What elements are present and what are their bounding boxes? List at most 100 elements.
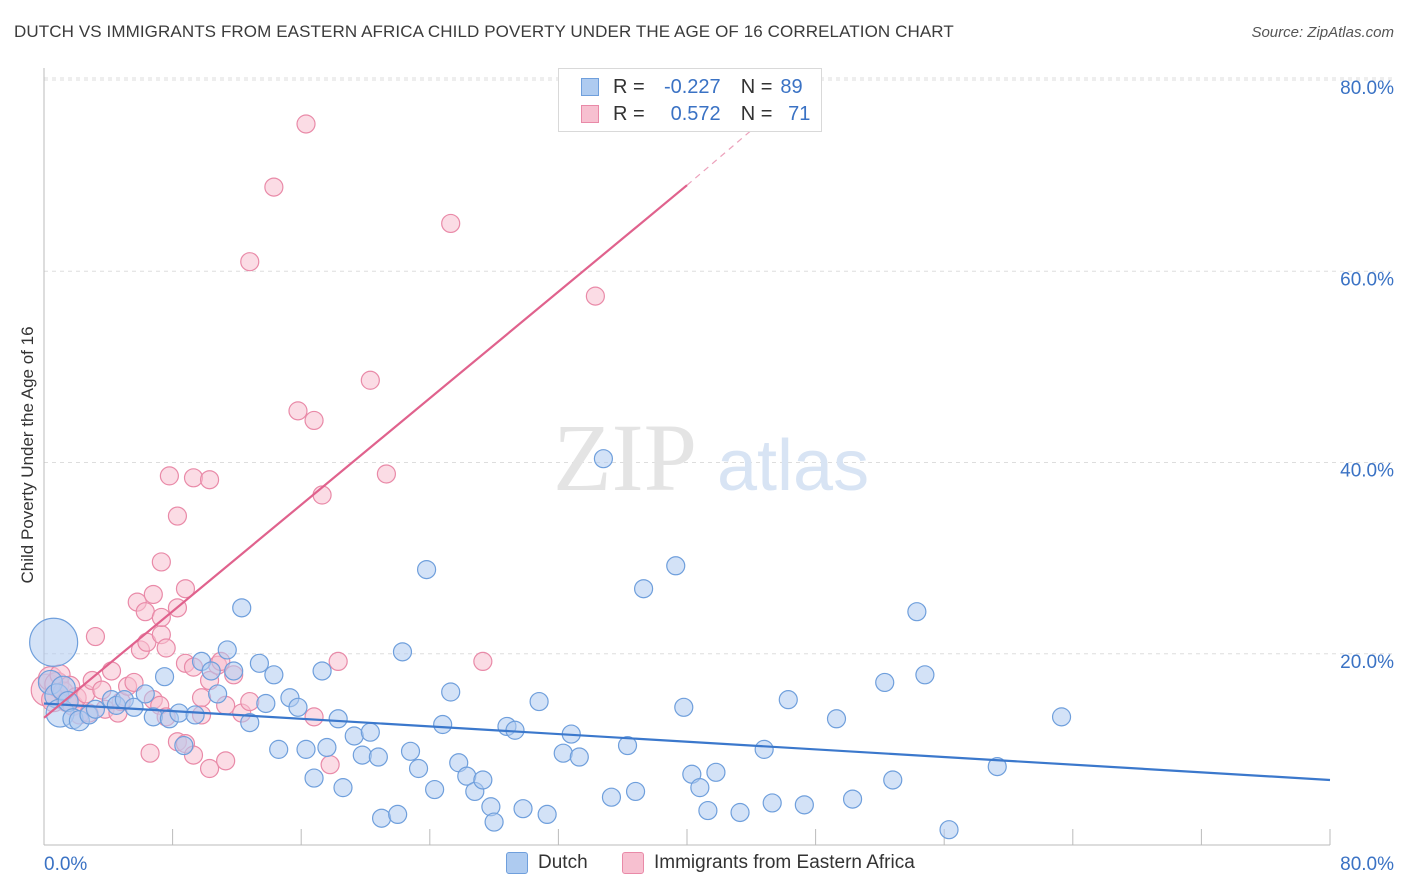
series-legend: Dutch Immigrants from Eastern Africa bbox=[0, 852, 1406, 878]
immigrants-point bbox=[156, 638, 176, 658]
immigrants-point bbox=[151, 607, 171, 628]
dutch-point bbox=[754, 739, 774, 759]
dutch-point bbox=[706, 762, 726, 782]
dutch-point bbox=[352, 745, 372, 765]
dutch-legend-icon bbox=[506, 852, 528, 874]
dutch-point bbox=[174, 735, 194, 756]
r-label: R = bbox=[613, 75, 645, 98]
immigrants-point bbox=[85, 626, 106, 647]
legend-row-immigrants: R = 0.572 N = 71 bbox=[581, 101, 810, 127]
dutch-point bbox=[915, 665, 935, 685]
dutch-point bbox=[368, 747, 388, 767]
dutch-point bbox=[201, 661, 221, 681]
legend-label-dutch: Dutch bbox=[538, 852, 588, 873]
immigrants-swatch-icon bbox=[581, 105, 599, 123]
dutch-point bbox=[625, 781, 646, 802]
immigrants-point bbox=[360, 370, 380, 390]
dutch-point bbox=[529, 691, 549, 712]
y-tick-label: 60.0% bbox=[1340, 269, 1394, 290]
immigrants-point bbox=[140, 743, 160, 763]
dutch-point bbox=[249, 653, 270, 673]
dutch-point bbox=[312, 661, 332, 681]
dutch-point bbox=[826, 709, 847, 729]
dutch-point bbox=[617, 735, 638, 756]
immigrants-point bbox=[288, 401, 308, 421]
dutch-point bbox=[304, 768, 324, 788]
dutch-point bbox=[317, 737, 337, 758]
immigrants-point bbox=[183, 468, 204, 488]
dutch-point bbox=[883, 770, 903, 790]
dutch-point bbox=[484, 812, 504, 832]
immigrants-point bbox=[441, 213, 461, 234]
immigrants-point bbox=[304, 410, 324, 431]
immigrants-point bbox=[199, 758, 220, 779]
legend-item-dutch: Dutch bbox=[506, 852, 588, 874]
immigrants-point bbox=[159, 466, 179, 486]
axes bbox=[43, 68, 1331, 846]
immigrants-point bbox=[264, 177, 284, 197]
watermark: ZIP atlas bbox=[553, 404, 869, 511]
immigrants-point bbox=[167, 506, 188, 526]
dutch-point bbox=[633, 579, 654, 599]
dutch-point bbox=[987, 756, 1007, 777]
dutch-point bbox=[513, 799, 533, 819]
immigrants-point bbox=[135, 602, 155, 622]
immigrants-point bbox=[376, 464, 396, 484]
n-value: 71 bbox=[788, 102, 811, 125]
dutch-point bbox=[416, 559, 437, 580]
dutch-point bbox=[392, 642, 413, 662]
immigrants-point bbox=[143, 584, 163, 605]
watermark-zip: ZIP bbox=[553, 404, 697, 511]
dutch-point bbox=[553, 743, 573, 763]
immigrants-point bbox=[320, 755, 340, 775]
immigrants-point bbox=[328, 651, 348, 672]
immigrants-point bbox=[191, 688, 212, 708]
r-value: 0.572 bbox=[670, 102, 721, 125]
trend-lines bbox=[43, 102, 1331, 782]
chart-title: DUTCH VS IMMIGRANTS FROM EASTERN AFRICA … bbox=[14, 22, 954, 41]
y-tick-label: 40.0% bbox=[1340, 461, 1394, 482]
dutch-point bbox=[698, 800, 718, 821]
immigrants-point bbox=[304, 707, 324, 727]
dutch-point bbox=[433, 714, 453, 735]
dutch-point bbox=[256, 693, 276, 714]
r-label: R = bbox=[613, 102, 645, 125]
dutch-point bbox=[264, 665, 284, 685]
y-axis-label: Child Poverty Under the Age of 16 bbox=[18, 326, 37, 584]
dutch-point bbox=[224, 661, 244, 681]
legend-item-immigrants: Immigrants from Eastern Africa bbox=[622, 852, 915, 874]
dutch-point bbox=[674, 697, 694, 717]
correlation-legend: R = -0.227 N = 89 R = 0.572 N = 71 bbox=[558, 68, 822, 132]
x-tick-label: 0.0% bbox=[44, 854, 87, 875]
dutch-point bbox=[185, 705, 205, 725]
dutch-points bbox=[29, 449, 1072, 840]
dutch-point bbox=[907, 602, 927, 622]
dutch-point bbox=[666, 556, 686, 576]
dutch-point bbox=[778, 690, 798, 710]
tick-labels: 20.0% 40.0% 60.0% 80.0% 0.0% 80.0% bbox=[44, 78, 1394, 875]
legend-row-dutch: R = -0.227 N = 89 bbox=[581, 74, 803, 100]
dutch-point bbox=[593, 449, 614, 469]
dutch-point bbox=[408, 758, 429, 779]
immigrants-legend-icon bbox=[622, 852, 644, 874]
dutch-point bbox=[425, 779, 445, 800]
immigrants-point bbox=[175, 579, 196, 599]
dutch-point bbox=[29, 617, 79, 667]
dutch-point bbox=[875, 672, 895, 693]
dutch-point bbox=[360, 722, 380, 742]
n-label: N = bbox=[740, 75, 773, 98]
dutch-point bbox=[473, 770, 493, 790]
dutch-point bbox=[288, 697, 308, 717]
dutch-point bbox=[328, 709, 348, 729]
watermark-atlas: atlas bbox=[717, 426, 869, 506]
dutch-point bbox=[537, 804, 557, 825]
dutch-point bbox=[842, 789, 863, 809]
dutch-point bbox=[400, 741, 421, 761]
y-tick-label: 20.0% bbox=[1340, 652, 1394, 673]
immigrants-point bbox=[296, 114, 316, 134]
dutch-point bbox=[232, 598, 252, 618]
dutch-point bbox=[371, 808, 392, 828]
immigrants-trend-line bbox=[43, 184, 688, 719]
immigrants-point bbox=[240, 252, 260, 272]
